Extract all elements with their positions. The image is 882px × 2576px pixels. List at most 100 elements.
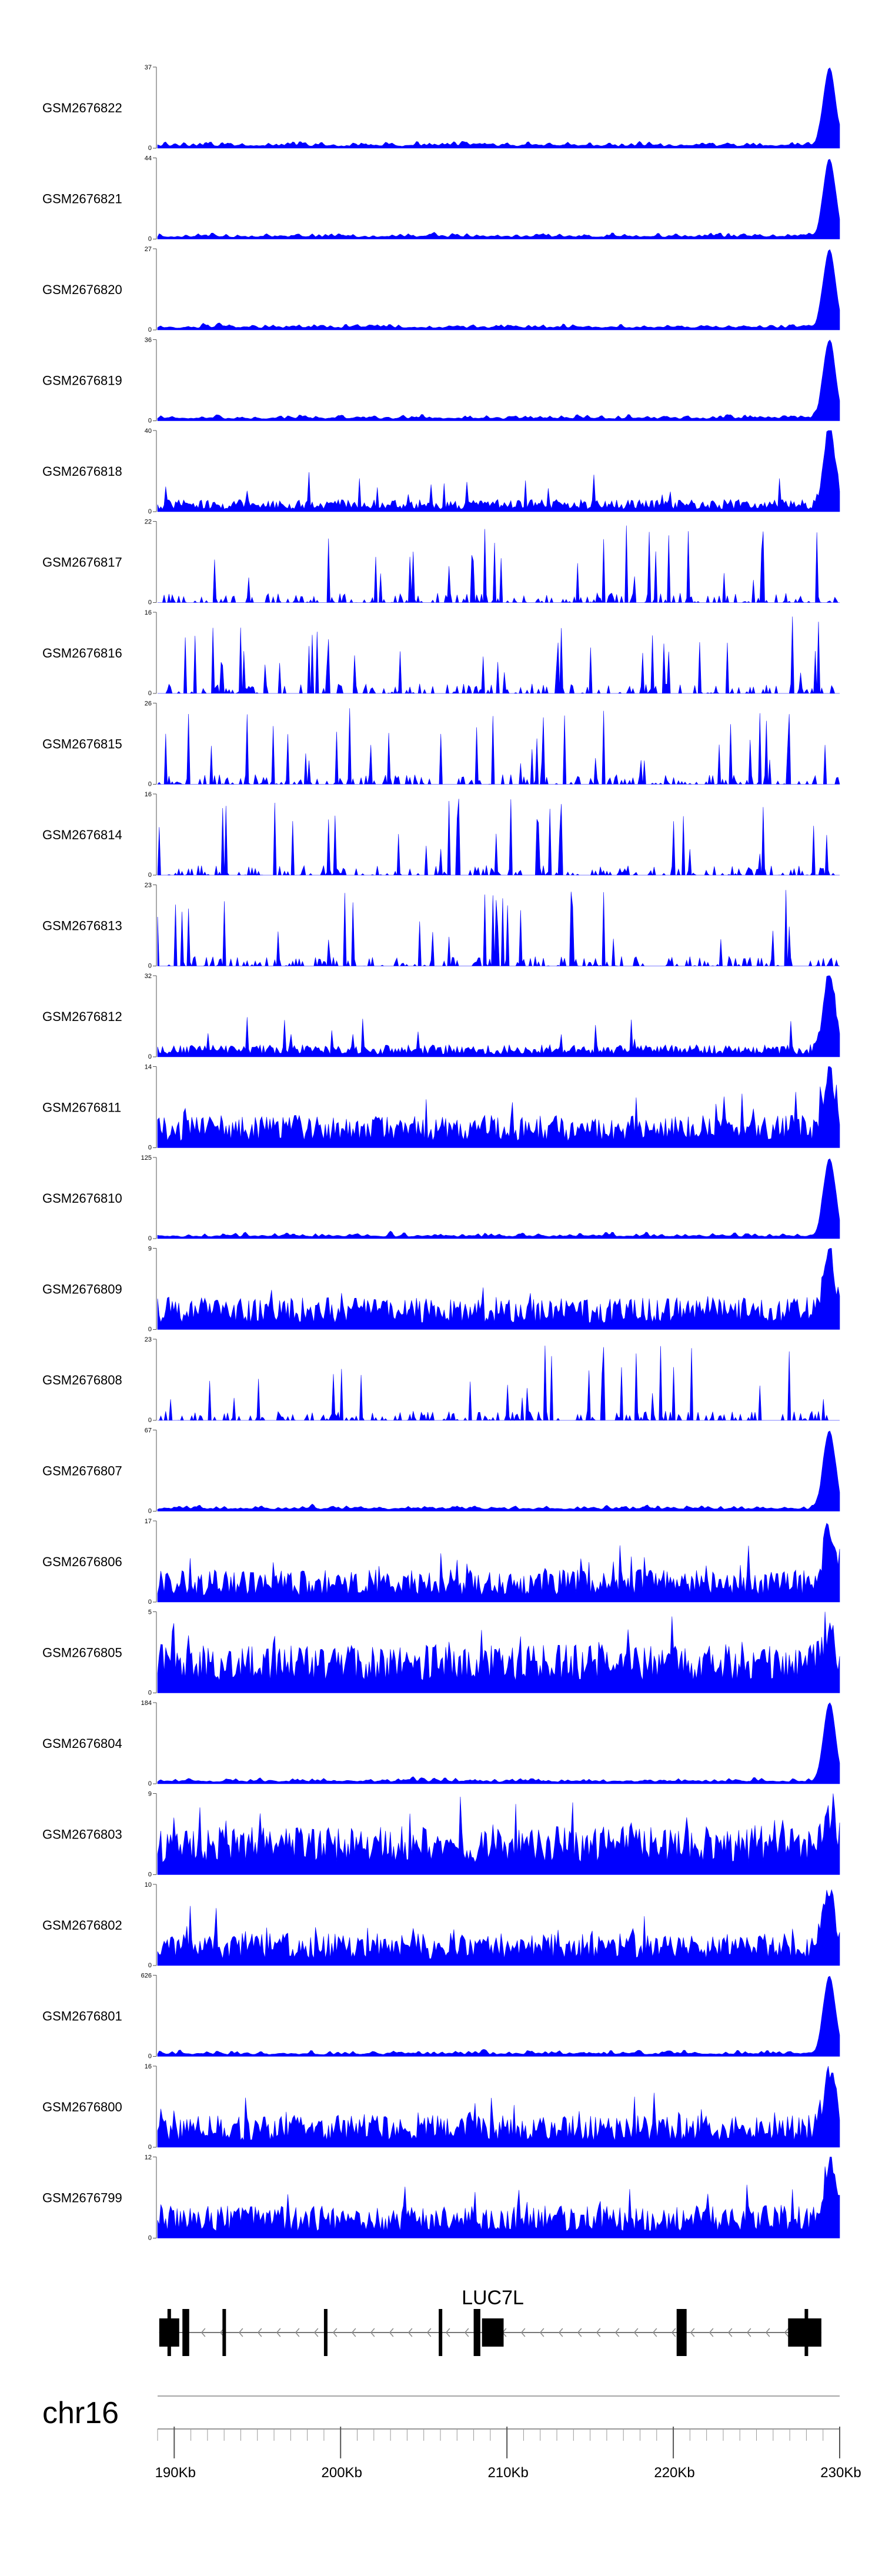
track-ymin-label: 0 <box>148 1235 152 1242</box>
coverage-track: GSM2676819 36 0 <box>42 337 840 425</box>
track-label: GSM2676811 <box>42 1100 121 1115</box>
strand-chevron <box>407 2328 413 2337</box>
track-ymin-label: 0 <box>148 418 152 425</box>
gene-exon <box>676 2309 687 2356</box>
track-ymax-label: 26 <box>145 700 152 708</box>
gene-exon-boundary <box>182 2309 186 2356</box>
gene-exon <box>323 2309 328 2356</box>
track-ymax-label: 16 <box>145 609 152 616</box>
track-label: GSM2676809 <box>42 1282 122 1297</box>
x-tick-label: 200Kb <box>322 2465 362 2481</box>
track-label: GSM2676803 <box>42 1827 122 1842</box>
track-ymax-label: 9 <box>148 1791 152 1798</box>
track-ymin-label: 0 <box>148 2144 152 2151</box>
gene-exon <box>473 2309 480 2356</box>
coverage-area <box>157 430 840 512</box>
coverage-track: GSM2676821 44 0 <box>42 155 840 243</box>
coverage-area <box>157 1793 840 1875</box>
coverage-area <box>157 1888 840 1966</box>
coverage-track: GSM2676813 23 0 <box>42 882 840 970</box>
coverage-area <box>157 1248 840 1330</box>
coverage-area <box>157 1702 840 1784</box>
coverage-track: GSM2676809 9 0 <box>42 1246 840 1333</box>
track-label: GSM2676816 <box>42 646 122 660</box>
track-ymin-label: 0 <box>148 145 152 152</box>
track-label: GSM2676820 <box>42 282 122 297</box>
coverage-track: GSM2676815 26 0 <box>42 700 840 788</box>
coverage-track: GSM2676816 16 0 <box>42 609 840 697</box>
track-label: GSM2676801 <box>42 2009 122 2024</box>
coverage-track: GSM2676800 16 0 <box>42 2063 840 2151</box>
track-label: GSM2676805 <box>42 1646 122 1660</box>
strand-chevron <box>652 2328 657 2337</box>
coverage-tracks: GSM2676822370GSM2676821440GSM2676820270G… <box>42 64 840 2242</box>
coverage-track: GSM2676820 27 0 <box>42 246 840 333</box>
track-label: GSM2676806 <box>42 1554 122 1569</box>
strand-chevron <box>577 2328 582 2337</box>
gene-exon-boundary <box>804 2309 808 2356</box>
chromosome-label: chr16 <box>42 2396 119 2430</box>
coverage-track: GSM2676807 67 0 <box>42 1427 840 1515</box>
coverage-area <box>157 159 840 239</box>
track-label: GSM2676804 <box>42 1736 122 1751</box>
gene-model: LUC7L <box>159 2287 821 2356</box>
coverage-area <box>157 1523 840 1603</box>
track-ymax-label: 10 <box>145 1881 152 1888</box>
strand-chevron <box>332 2328 338 2337</box>
track-label: GSM2676799 <box>42 2191 122 2205</box>
coverage-area <box>157 1976 840 2057</box>
coverage-area <box>157 708 840 785</box>
track-ymin-label: 0 <box>148 1599 152 1606</box>
track-label: GSM2676814 <box>42 827 122 842</box>
coverage-area <box>157 975 840 1057</box>
track-label: GSM2676822 <box>42 101 122 115</box>
track-ymax-label: 12 <box>145 2154 152 2161</box>
track-ymin-label: 0 <box>148 1326 152 1333</box>
coverage-area <box>157 2157 840 2238</box>
track-label: GSM2676817 <box>42 555 122 570</box>
strand-chevron <box>313 2328 319 2337</box>
track-ymax-label: 16 <box>145 791 152 798</box>
track-ymax-label: 14 <box>145 1064 152 1071</box>
track-ymax-label: 37 <box>145 64 152 71</box>
coverage-area <box>157 249 840 331</box>
track-ymax-label: 5 <box>148 1609 152 1616</box>
track-label: GSM2676818 <box>42 464 122 479</box>
coverage-track: GSM2676806 17 0 <box>42 1518 840 1606</box>
strand-chevron <box>445 2328 450 2337</box>
strand-chevron <box>370 2328 375 2337</box>
coverage-track: GSM2676822 37 0 <box>42 64 840 152</box>
strand-chevron <box>520 2328 526 2337</box>
strand-chevron <box>765 2328 770 2337</box>
strand-chevron <box>426 2328 432 2337</box>
track-label: GSM2676807 <box>42 1464 122 1479</box>
track-ymin-label: 0 <box>148 1780 152 1787</box>
track-ymin-label: 0 <box>148 2053 152 2060</box>
strand-chevron <box>295 2328 300 2337</box>
genome-axis: chr16 190Kb 200Kb 210Kb 220Kb 230Kb <box>42 2395 861 2481</box>
track-label: GSM2676802 <box>42 1918 122 1933</box>
track-ymin-label: 0 <box>148 1508 152 1515</box>
strand-chevron <box>238 2328 243 2337</box>
track-ymax-label: 23 <box>145 1336 152 1343</box>
strand-chevron <box>709 2328 714 2337</box>
track-label: GSM2676808 <box>42 1373 122 1387</box>
coverage-track: GSM2676817 22 0 <box>42 519 840 606</box>
coverage-area <box>157 1430 840 1511</box>
strand-chevron <box>690 2328 695 2337</box>
strand-chevron <box>351 2328 356 2337</box>
gene-name-label: LUC7L <box>462 2287 524 2309</box>
track-ymax-label: 9 <box>148 1246 152 1253</box>
x-tick-label: 210Kb <box>487 2465 528 2481</box>
coverage-area <box>157 339 840 421</box>
coverage-track: GSM2676808 23 0 <box>42 1336 840 1424</box>
track-ymin-label: 0 <box>148 963 152 970</box>
track-ymin-label: 0 <box>148 2235 152 2242</box>
track-ymin-label: 0 <box>148 690 152 697</box>
track-label: GSM2676810 <box>42 1191 122 1206</box>
strand-chevron <box>614 2328 620 2337</box>
coverage-area <box>157 1611 840 1693</box>
strand-chevron <box>633 2328 639 2337</box>
track-label: GSM2676813 <box>42 919 122 933</box>
